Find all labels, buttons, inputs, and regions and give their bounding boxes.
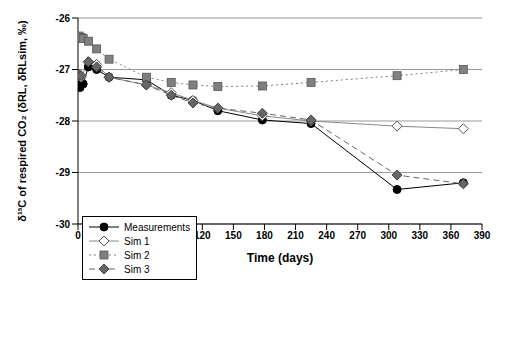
svg-text:δ¹³C of respired CO₂ (δRL, δRL: δ¹³C of respired CO₂ (δRL, δRLsim, ‰) (16, 20, 28, 222)
svg-text:240: 240 (318, 230, 335, 241)
svg-text:-28: -28 (56, 116, 71, 127)
svg-text:330: 330 (412, 230, 429, 241)
svg-text:-29: -29 (56, 167, 71, 178)
svg-text:390: 390 (474, 230, 491, 241)
svg-text:-27: -27 (56, 64, 71, 75)
svg-text:270: 270 (349, 230, 366, 241)
svg-text:Time (days): Time (days) (247, 251, 313, 265)
svg-text:0: 0 (75, 230, 81, 241)
svg-text:150: 150 (225, 230, 242, 241)
svg-text:300: 300 (380, 230, 397, 241)
svg-text:210: 210 (287, 230, 304, 241)
svg-text:-30: -30 (56, 219, 71, 230)
svg-text:90: 90 (166, 230, 178, 241)
svg-text:-26: -26 (56, 13, 71, 24)
svg-text:180: 180 (256, 230, 273, 241)
svg-text:30: 30 (104, 230, 116, 241)
svg-text:60: 60 (135, 230, 147, 241)
svg-text:360: 360 (443, 230, 460, 241)
svg-text:120: 120 (194, 230, 211, 241)
